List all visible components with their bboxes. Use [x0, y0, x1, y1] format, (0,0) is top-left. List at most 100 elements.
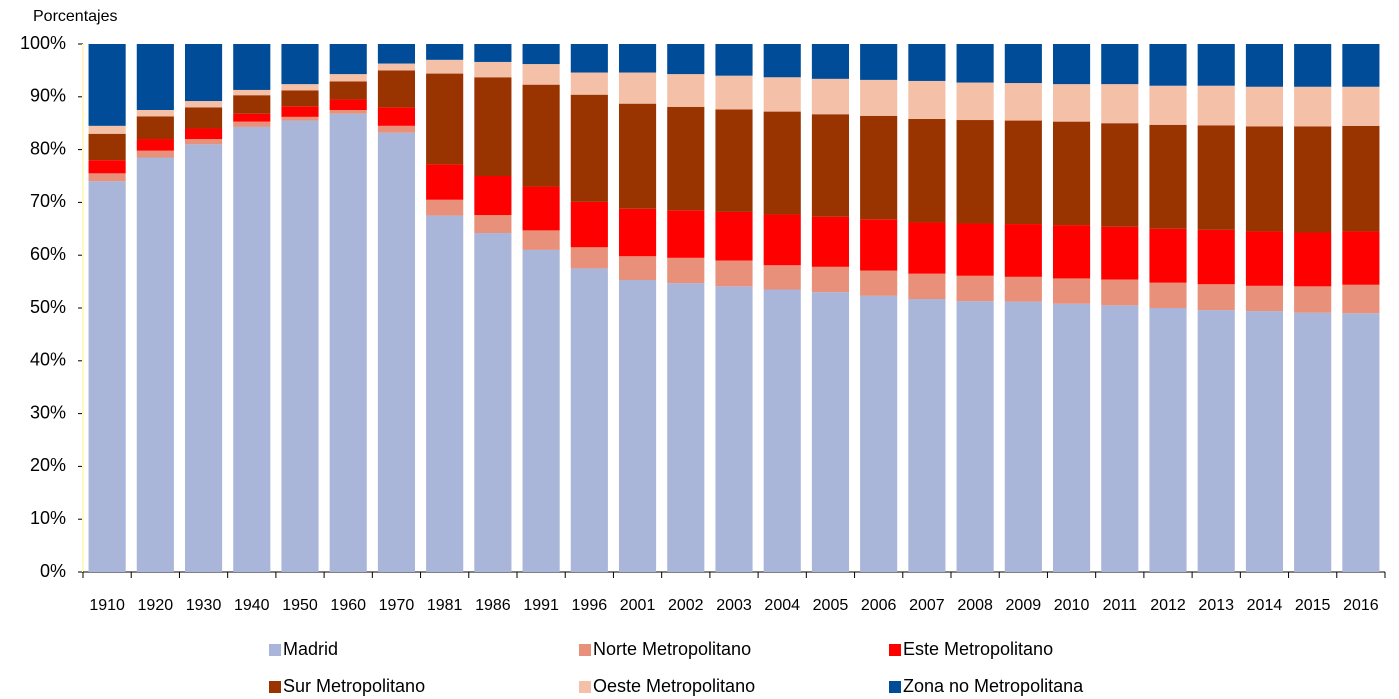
- bar-segment: [667, 74, 705, 107]
- bar-segment: [618, 44, 657, 73]
- x-tick-label: 2008: [957, 597, 993, 614]
- y-tick-label: 80%: [30, 138, 66, 158]
- legend-swatch: [579, 681, 591, 693]
- bar-segment: [184, 44, 223, 102]
- bar-segment: [1052, 84, 1091, 122]
- legend-label: Sur Metropolitano: [283, 676, 425, 696]
- bar-segment: [1149, 228, 1187, 283]
- bar-segment: [1052, 278, 1091, 304]
- bar-segment: [1294, 126, 1332, 233]
- x-tick-label: 1981: [427, 597, 463, 614]
- bar-segment: [956, 275, 994, 302]
- bar-segment: [1101, 305, 1139, 572]
- bar-segment: [281, 116, 319, 121]
- bar-segment: [1149, 44, 1187, 86]
- bar-segment: [908, 118, 946, 223]
- bar-segment: [715, 260, 753, 287]
- bar-segment: [474, 233, 512, 573]
- bar-segment: [956, 301, 994, 572]
- bar-segment: [136, 157, 174, 572]
- bar-segment: [474, 77, 512, 176]
- y-tick-label: 0%: [40, 561, 66, 581]
- bar-segment: [88, 133, 126, 161]
- bar-segment: [136, 44, 174, 110]
- bar-segment: [1197, 310, 1235, 572]
- bar-segment: [956, 44, 994, 83]
- bar-segment: [860, 270, 898, 296]
- bar-segment: [522, 186, 560, 231]
- bar-segment: [1004, 224, 1042, 277]
- bar-segment: [956, 223, 994, 276]
- bar-segment: [956, 120, 994, 224]
- y-axis-label: Porcentajes: [33, 8, 118, 25]
- bar-segment: [1245, 231, 1284, 286]
- bar-segment: [1004, 83, 1042, 121]
- y-tick-label: 100%: [20, 33, 66, 53]
- x-tick-label: 2001: [620, 597, 656, 614]
- bar-segment: [667, 210, 705, 258]
- bar-segment: [1294, 86, 1332, 127]
- y-tick-label: 10%: [30, 508, 66, 528]
- bar-segment: [1245, 86, 1284, 127]
- bar-segment: [1342, 86, 1380, 126]
- bar-segment: [522, 249, 560, 573]
- bar-segment: [522, 230, 560, 250]
- bar-segment: [329, 44, 367, 75]
- bar-segment: [1197, 284, 1235, 311]
- bar-segment: [88, 160, 126, 174]
- bar-segment: [377, 125, 416, 133]
- bar-segment: [88, 125, 126, 134]
- bar-segment: [860, 44, 898, 80]
- bar-segment: [715, 286, 753, 572]
- bar-segment: [281, 106, 319, 117]
- bar-segment: [908, 44, 946, 81]
- x-tick-label: 2013: [1198, 597, 1234, 614]
- bar-segment: [184, 101, 223, 108]
- y-tick-label: 50%: [30, 297, 66, 317]
- bar-segment: [1245, 126, 1284, 232]
- x-tick-label: 1950: [282, 597, 318, 614]
- bar-segment: [233, 95, 271, 114]
- legend-label: Oeste Metropolitano: [593, 676, 755, 696]
- bar-segment: [1101, 123, 1139, 227]
- bar-segment: [377, 70, 416, 108]
- legend-swatch: [269, 681, 281, 693]
- bar-segment: [281, 90, 319, 107]
- bar-segment: [1342, 313, 1380, 572]
- bar-segment: [1004, 301, 1042, 572]
- bar-segment: [233, 121, 271, 127]
- legend-label: Norte Metropolitano: [593, 639, 751, 659]
- bar-segment: [860, 295, 898, 572]
- bar-segment: [1197, 44, 1235, 86]
- bar-segment: [88, 173, 126, 182]
- bar-segment: [136, 150, 174, 158]
- bar-segment: [908, 273, 946, 300]
- x-tick-label: 2012: [1150, 597, 1186, 614]
- bar-segment: [329, 113, 367, 573]
- bar-segment: [1245, 44, 1284, 87]
- legend-swatch: [269, 644, 281, 656]
- bar-segment: [184, 128, 223, 140]
- x-tick-label: 1970: [379, 597, 415, 614]
- bar-segment: [570, 268, 608, 572]
- x-tick-label: 1991: [523, 597, 559, 614]
- x-tick-label: 2002: [668, 597, 704, 614]
- bar-segment: [329, 74, 367, 82]
- bar-segment: [426, 215, 464, 572]
- y-tick-label: 70%: [30, 191, 66, 211]
- bar-segment: [1245, 311, 1284, 572]
- bar-segment: [715, 44, 753, 76]
- x-tick-label: 1960: [330, 597, 366, 614]
- bar-segment: [522, 44, 560, 65]
- bar-segment: [1101, 279, 1139, 306]
- bar-segment: [667, 283, 705, 572]
- bar-segment: [329, 110, 367, 114]
- bar-segment: [618, 103, 657, 209]
- x-tick-label: 2007: [909, 597, 945, 614]
- bar-segment: [860, 115, 898, 220]
- bar-segment: [1294, 232, 1332, 287]
- bar-segment: [956, 82, 994, 121]
- x-tick-label: 2011: [1103, 597, 1138, 614]
- bar-segment: [618, 208, 657, 257]
- bar-segment: [184, 107, 223, 129]
